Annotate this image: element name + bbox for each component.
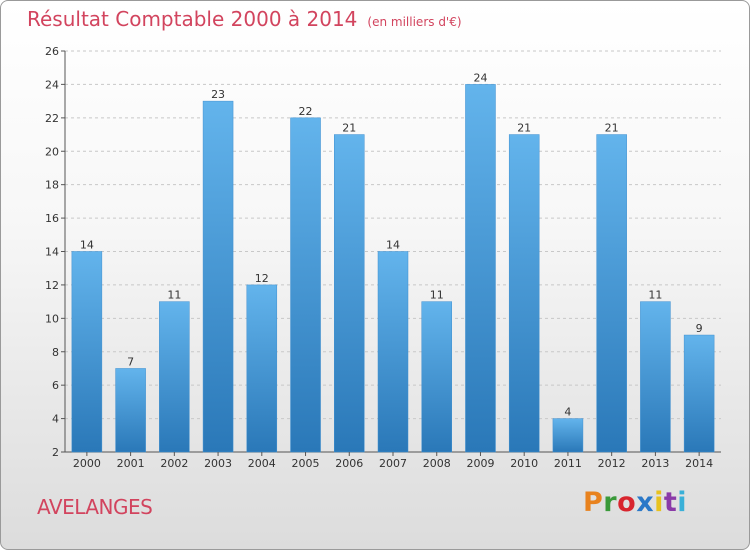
data-label: 9 — [696, 322, 703, 335]
x-tick-label: 2002 — [160, 457, 188, 470]
proxiti-logo: Proxiti — [583, 487, 687, 518]
data-label: 21 — [605, 122, 619, 135]
y-tick-label: 14 — [45, 246, 59, 259]
x-tick-label: 2008 — [423, 457, 451, 470]
x-tick-label: 2011 — [554, 457, 582, 470]
logo-letter: i — [654, 487, 664, 518]
bar — [71, 251, 103, 453]
x-tick-label: 2001 — [117, 457, 145, 470]
bar — [334, 134, 365, 453]
data-label: 4 — [564, 406, 571, 419]
bar — [596, 134, 627, 453]
x-tick-label: 2007 — [379, 457, 407, 470]
bar — [246, 284, 278, 453]
y-tick-label: 6 — [52, 379, 59, 392]
x-tick-label: 2009 — [466, 457, 494, 470]
bar — [290, 117, 321, 453]
bar — [377, 251, 409, 453]
data-label: 11 — [430, 289, 444, 302]
y-tick-label: 4 — [52, 413, 59, 426]
logo-letter: i — [677, 487, 688, 518]
bar — [683, 334, 715, 453]
x-tick-label: 2003 — [204, 457, 232, 470]
x-tick-label: 2014 — [685, 457, 713, 470]
data-label: 14 — [80, 239, 94, 252]
bar — [159, 301, 190, 453]
y-tick-label: 26 — [45, 45, 59, 58]
x-tick-label: 2005 — [292, 457, 320, 470]
logo-letter: t — [663, 487, 678, 518]
y-tick-label: 8 — [52, 346, 59, 359]
bar — [115, 368, 146, 453]
x-tick-label: 2000 — [73, 457, 101, 470]
y-tick-label: 22 — [45, 112, 59, 125]
chart-subtitle: (en milliers d'€) — [367, 15, 462, 29]
data-label: 23 — [211, 88, 225, 101]
data-label: 14 — [386, 239, 400, 252]
x-tick-labels: 2000 2001 2002 2003 2004 2005 2006 2007 2008 2009… — [73, 452, 713, 470]
logo-letter: P — [583, 487, 604, 518]
commune-name: AVELANGES — [37, 495, 153, 519]
x-tick-label: 2004 — [248, 457, 276, 470]
y-tick-label: 12 — [45, 279, 59, 292]
y-tick-label: 24 — [45, 78, 59, 91]
data-labels: 14 7 11 23 12 22 21 14 11 24 21 4 21 11 9 — [80, 71, 703, 418]
bar — [508, 134, 540, 453]
chart-title: Résultat Comptable 2000 à 2014 (en millie… — [27, 7, 462, 31]
logo-letter: o — [617, 487, 637, 518]
chart-title-main: Résultat Comptable 2000 à 2014 — [27, 7, 358, 31]
logo-letter: x — [636, 487, 655, 518]
bar — [465, 84, 496, 453]
y-tick-label: 18 — [45, 179, 59, 192]
data-label: 24 — [473, 71, 487, 84]
data-label: 11 — [167, 289, 181, 302]
y-tick-label: 2 — [52, 446, 59, 459]
y-tick-label: 10 — [45, 312, 59, 325]
data-label: 21 — [517, 122, 531, 135]
x-tick-label: 2006 — [335, 457, 363, 470]
data-label: 22 — [299, 105, 313, 118]
x-tick-label: 2013 — [641, 457, 669, 470]
bar — [421, 301, 452, 453]
data-label: 7 — [127, 355, 134, 368]
y-tick-label: 16 — [45, 212, 59, 225]
bar — [640, 301, 671, 453]
x-tick-label: 2012 — [598, 457, 626, 470]
data-label: 11 — [648, 289, 662, 302]
logo-letter: r — [603, 487, 618, 518]
bar — [552, 418, 584, 453]
data-label: 12 — [255, 272, 269, 285]
x-tick-label: 2010 — [510, 457, 538, 470]
bars — [71, 84, 715, 453]
y-tick-label: 20 — [45, 145, 59, 158]
bar — [202, 100, 234, 453]
data-label: 21 — [342, 122, 356, 135]
